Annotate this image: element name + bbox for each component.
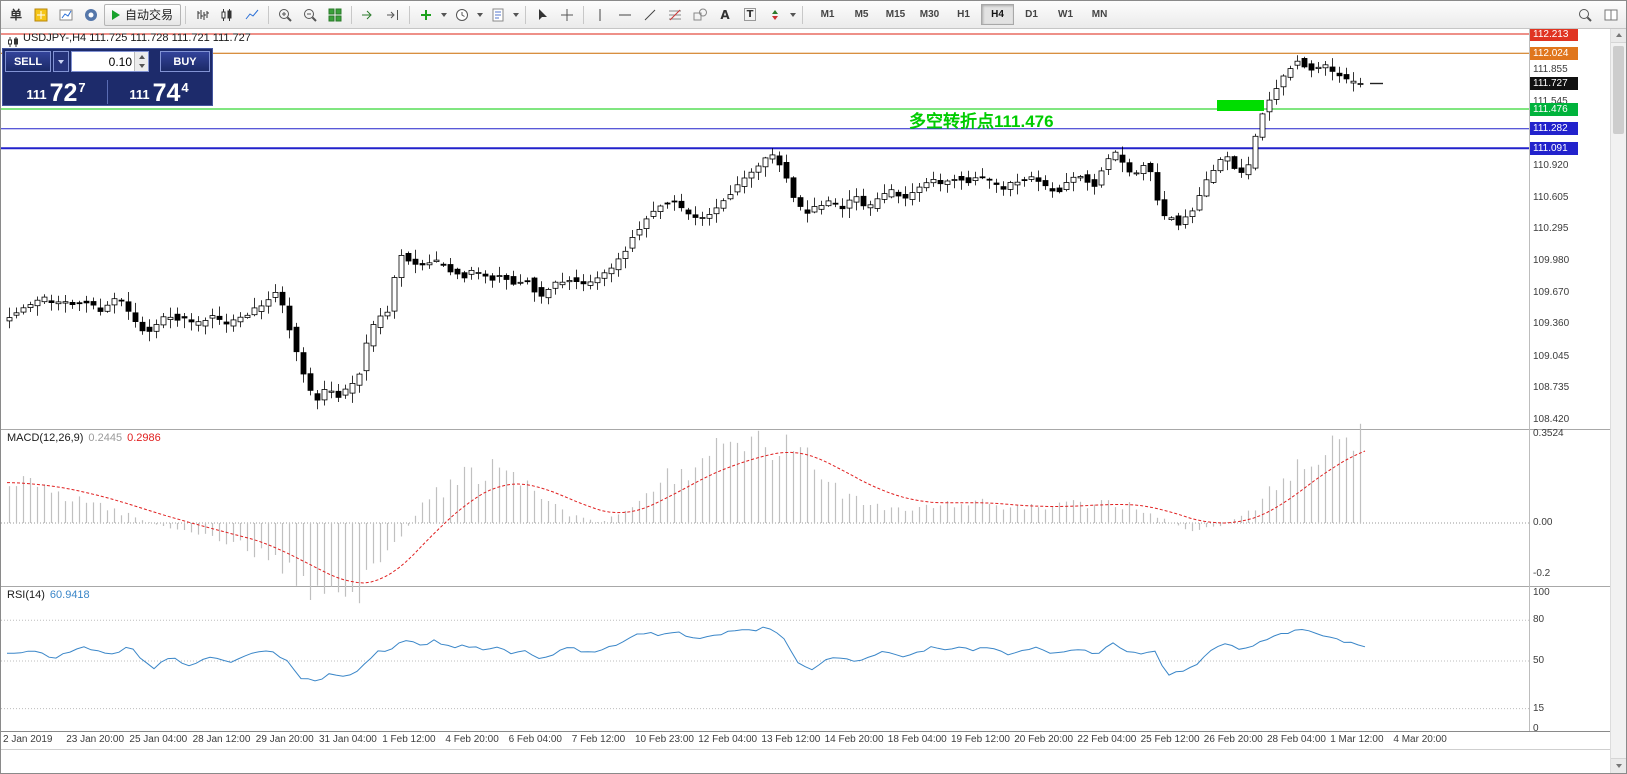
sell-button[interactable]: SELL (5, 51, 51, 72)
volume-input[interactable] (72, 52, 134, 71)
timeframe-button-H1[interactable]: H1 (957, 9, 970, 20)
chart-shift-icon[interactable] (381, 3, 405, 27)
auto-trading-button[interactable]: 自动交易 (104, 3, 182, 26)
toolbar-separator (185, 5, 187, 24)
shapes-tool-icon[interactable] (688, 3, 712, 27)
bar-chart-mode-icon[interactable] (190, 3, 214, 27)
candlestick-mode-icon[interactable] (215, 3, 239, 27)
scroll-down-button[interactable] (1611, 758, 1626, 773)
charts-icon[interactable] (54, 3, 78, 27)
volume-field (71, 51, 149, 72)
toolbar-separator (583, 5, 585, 24)
trade-settings-dropdown[interactable] (53, 51, 69, 72)
panel-separators (1, 28, 1613, 750)
zoom-in-icon[interactable] (273, 3, 297, 27)
cursor-icon[interactable] (530, 3, 554, 27)
rsi-indicator (1, 619, 1529, 710)
buy-button[interactable]: BUY (160, 51, 210, 72)
trendline-tool-icon[interactable] (638, 3, 662, 27)
volume-down-button[interactable] (135, 61, 148, 71)
candlestick-series (6, 55, 1364, 410)
rsi-line (7, 626, 1366, 682)
level-lines[interactable] (1, 33, 1529, 150)
timeframe-button-D1[interactable]: D1 (1025, 9, 1038, 20)
timeframe-button-M1[interactable]: M1 (820, 9, 835, 20)
timeframe-button-W1[interactable]: W1 (1058, 9, 1074, 20)
periods-dropdown-caret[interactable] (475, 4, 485, 26)
timeframe-button-M30[interactable]: M30 (919, 9, 940, 20)
toolbar-right-group (1573, 3, 1623, 27)
toolbar-separator (525, 5, 527, 24)
indicators-dropdown-caret[interactable] (439, 4, 449, 26)
templates-dropdown-caret[interactable] (511, 4, 521, 26)
sell-price[interactable]: 111 727 (26, 79, 86, 107)
timeframe-button-M5[interactable]: M5 (854, 9, 869, 20)
scroll-up-button[interactable] (1611, 28, 1626, 43)
panels-icon[interactable] (1599, 3, 1623, 27)
buy-price[interactable]: 111 744 (129, 79, 189, 107)
vertical-line-tool-icon[interactable] (588, 3, 612, 27)
metaquotes-icon[interactable] (79, 3, 103, 27)
indicators-icon[interactable] (414, 3, 438, 27)
volume-spinner (134, 52, 148, 71)
toolbar-separator (268, 5, 270, 24)
new-order-icon[interactable] (29, 3, 53, 27)
arrows-dropdown-caret[interactable] (788, 4, 798, 26)
auto-trading-label: 自动交易 (125, 8, 174, 22)
timeframe-group: M1 M5 M15 M30 H1 H4 D1 W1 MN (811, 4, 1116, 25)
search-icon[interactable] (1573, 3, 1597, 27)
fibonacci-tool-icon[interactable] (663, 3, 687, 27)
text-label-tool-icon[interactable]: T (738, 3, 762, 27)
vertical-scrollbar[interactable] (1610, 28, 1626, 773)
auto-scroll-icon[interactable] (356, 3, 380, 27)
macd-histogram (8, 423, 1362, 604)
tile-windows-icon[interactable] (323, 3, 347, 27)
highlight-rectangle[interactable] (1217, 100, 1264, 111)
timeframe-button-H4[interactable]: H4 (981, 4, 1015, 25)
macd-indicator (1, 423, 1529, 604)
volume-up-button[interactable] (135, 52, 148, 62)
macd-signal-line (6, 450, 1366, 584)
price-divider (107, 79, 108, 104)
toolbar-separator (351, 5, 353, 24)
line-chart-mode-icon[interactable] (240, 3, 264, 27)
arrows-tool-icon[interactable] (763, 3, 787, 27)
timeframe-button-MN[interactable]: MN (1091, 9, 1108, 20)
templates-icon[interactable] (486, 3, 510, 27)
text-tool-icon[interactable]: A (720, 7, 730, 22)
toolbar-separator (409, 5, 411, 24)
horizontal-line-tool-icon[interactable] (613, 3, 637, 27)
scrollbar-thumb[interactable] (1613, 46, 1624, 134)
crosshair-icon[interactable] (555, 3, 579, 27)
clipped-toolbar-label[interactable]: 单 (9, 8, 22, 22)
periods-icon[interactable] (450, 3, 474, 27)
timeframe-button-M15[interactable]: M15 (885, 9, 906, 20)
play-icon (112, 9, 120, 20)
toolbar-separator (802, 5, 804, 24)
toolbar: 单 自动交易 (1, 1, 1626, 29)
zoom-out-icon[interactable] (298, 3, 322, 27)
